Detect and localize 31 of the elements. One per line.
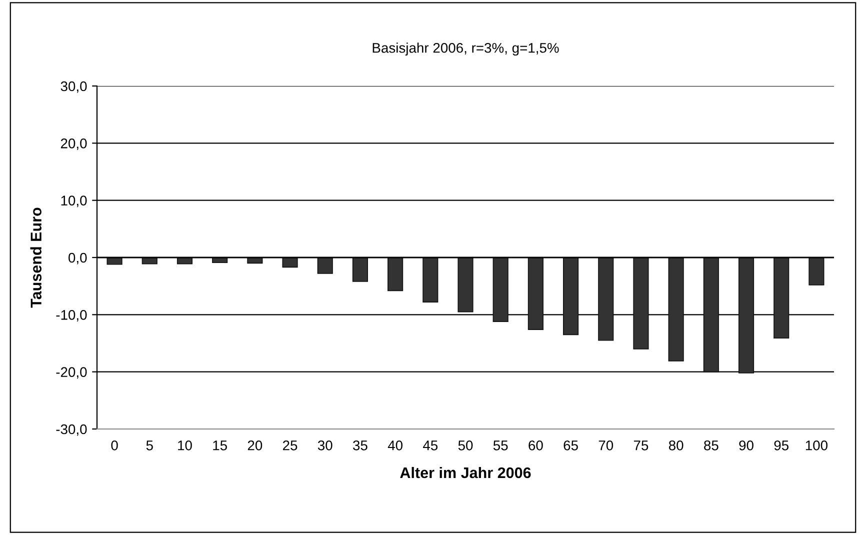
x-tick-label: 10 [178,440,192,450]
x-tick-label: 100 [806,440,828,450]
x-tick-label: 55 [493,440,508,450]
x-tick-label: 65 [564,440,578,450]
x-tick-label: 95 [774,440,788,450]
x-axis-title: Alter im Jahr 2006 [400,466,531,478]
y-axis-title: Tausend Euro [30,208,42,308]
x-tick-label: 75 [634,440,648,450]
y-tick-label: 20,0 [60,138,87,150]
x-tick-label: 85 [704,440,718,450]
x-tick-label: 0 [111,440,118,450]
y-tick-label: -20,0 [56,367,87,379]
x-tick-label: 15 [213,440,227,450]
x-tick-label: 25 [283,440,298,450]
y-tick-label: 0,0 [68,252,87,264]
y-tick-label: -30,0 [56,424,87,436]
x-tick-label: 35 [353,440,368,450]
y-tick-label: 30,0 [60,81,87,93]
x-tick-label: 80 [668,440,684,450]
x-tick-label: 60 [528,440,543,450]
x-tick-label: 70 [598,440,614,450]
x-tick-label: 90 [739,440,754,450]
x-tick-label: 45 [423,440,438,450]
x-tick-label: 20 [248,440,262,450]
x-tick-label: 5 [146,440,153,450]
y-tick-label: -10,0 [56,310,87,322]
x-tick-label: 50 [458,440,473,450]
chart-title: Basisjahr 2006, r=3%, g=1,5% [372,42,559,56]
x-tick-label: 40 [388,440,402,450]
y-tick-label: 10,0 [61,196,87,208]
x-tick-label: 30 [318,440,332,450]
